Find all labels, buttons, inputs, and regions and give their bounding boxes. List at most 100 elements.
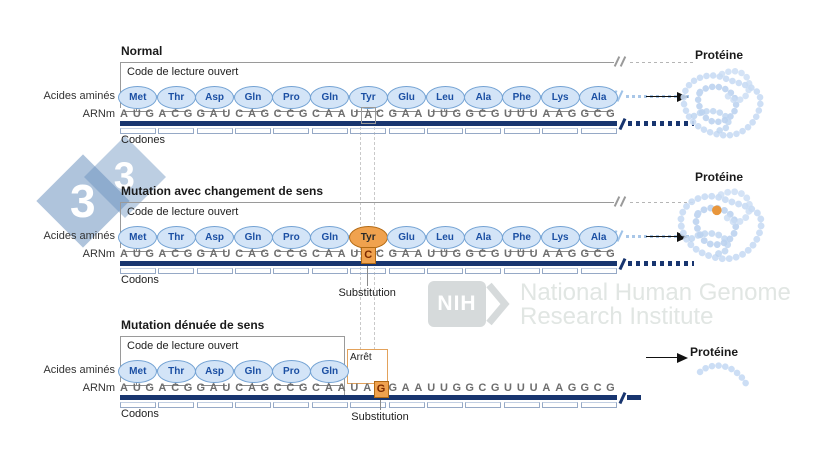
codon-connector-bar [584,110,611,112]
nucleotide: U [132,248,141,260]
nucleotide: G [183,108,193,120]
mrna-label: ARNm [82,382,115,394]
codon-bracket [350,268,387,274]
codon-connector-stem [136,380,138,385]
codon-bracket [311,128,348,134]
nucleotide: G [490,382,500,394]
codons-label: Codons [121,274,159,286]
amino-acid: Pro [271,85,311,109]
amino-acid: Lys [540,85,580,109]
nucleotide: A [158,108,167,120]
nucleotide: A [120,108,128,120]
codon-connector-stem [520,246,522,251]
nucleotide: A [401,108,410,120]
codon-bracket [235,268,271,274]
nucleotide: A [248,108,256,120]
nucleotide: G [580,382,590,394]
codon-connector-bar [431,250,457,252]
nucleotide: C [593,248,602,260]
nucleotide: G [260,248,270,260]
codon-connector-bar [200,384,227,386]
chain-continuation [626,94,690,98]
nucleotide: G [606,382,615,394]
codon-connector-stem [251,106,253,111]
nucleotide: U [350,382,359,394]
amino-acid: Met [118,85,158,109]
mrna-label: ARNm [82,108,115,120]
mrna-bar [120,395,617,400]
codon-connector-bar [162,110,189,112]
codon-bracket [427,402,463,408]
substitution-label: Substitution [338,287,396,299]
codon-bracket [388,402,425,408]
codon-connector-bar [200,250,227,252]
nucleotide: A [337,382,346,394]
nhgri-line2: Research Institute [520,303,714,330]
codon-connector-bar [392,250,419,252]
nucleotide: C [273,248,282,260]
nucleotide: C [171,248,180,260]
arrow-to-protein-head [677,231,688,242]
nucleotide: G [183,248,193,260]
codon-bracket [235,402,271,408]
chevron-right-icon [486,282,510,326]
nucleotide: C [235,108,244,120]
codons-label: Codones [121,134,166,146]
codon-connector-stem [481,246,483,251]
nucleotide: U [440,248,448,260]
amino-acid: Gln [233,359,273,383]
nucleotide: A [542,248,551,260]
orf-top-line [120,62,614,63]
mrna-bar-end [627,395,641,400]
protein-illustration-short [696,362,750,388]
nucleotide: A [414,108,423,120]
nucleotide: G [465,108,474,120]
nucleotide: C [478,108,487,120]
amino-acid: Gln [233,225,273,249]
nucleotide: A [324,108,333,120]
codon-connector-bar [239,384,265,386]
codon-bracket [542,268,579,274]
nucleotide-substitution-site: A [360,107,376,124]
nucleotide: G [260,382,270,394]
codon-connector-bar [507,110,534,112]
nucleotide: A [120,248,128,260]
orf-left-edge [120,336,121,382]
nucleotide: U [350,108,359,120]
nucleotide: A [542,382,551,394]
nucleotide: G [490,248,500,260]
nucleotide: A [248,248,256,260]
amino-acid: Lys [540,225,580,249]
amino-acid: Glu [387,85,427,109]
nucleotide: C [593,382,602,394]
amino-acids-label: Acides aminés [43,90,115,102]
codon-connector-stem [136,106,138,111]
nucleotide: G [465,382,474,394]
codon-bracket [427,268,463,274]
nucleotide: A [209,248,218,260]
codon-bracket [388,128,425,134]
codon-bracket [542,402,579,408]
codon-connector-stem [597,246,599,251]
nucleotide: U [427,382,436,394]
nucleotide: A [414,382,423,394]
codon-connector-bar [162,384,189,386]
substitution-pointer-line [380,400,381,410]
codon-bracket [196,402,233,408]
nucleotide: U [504,108,512,120]
nucleotide: A [120,382,128,394]
nucleotide: G [196,108,206,120]
amino-acid: Met [118,225,158,249]
nucleotide: A [324,382,333,394]
nucleotide: A [363,382,372,394]
amino-acid: Gln [310,359,350,383]
codon-connector-bar [354,110,381,112]
nucleotide: A [209,382,218,394]
codon-connector-stem [481,106,483,111]
amino-acid: Pro [271,225,311,249]
orf-label: Code de lecture ouvert [127,66,239,78]
orf-label: Code de lecture ouvert [127,340,239,352]
